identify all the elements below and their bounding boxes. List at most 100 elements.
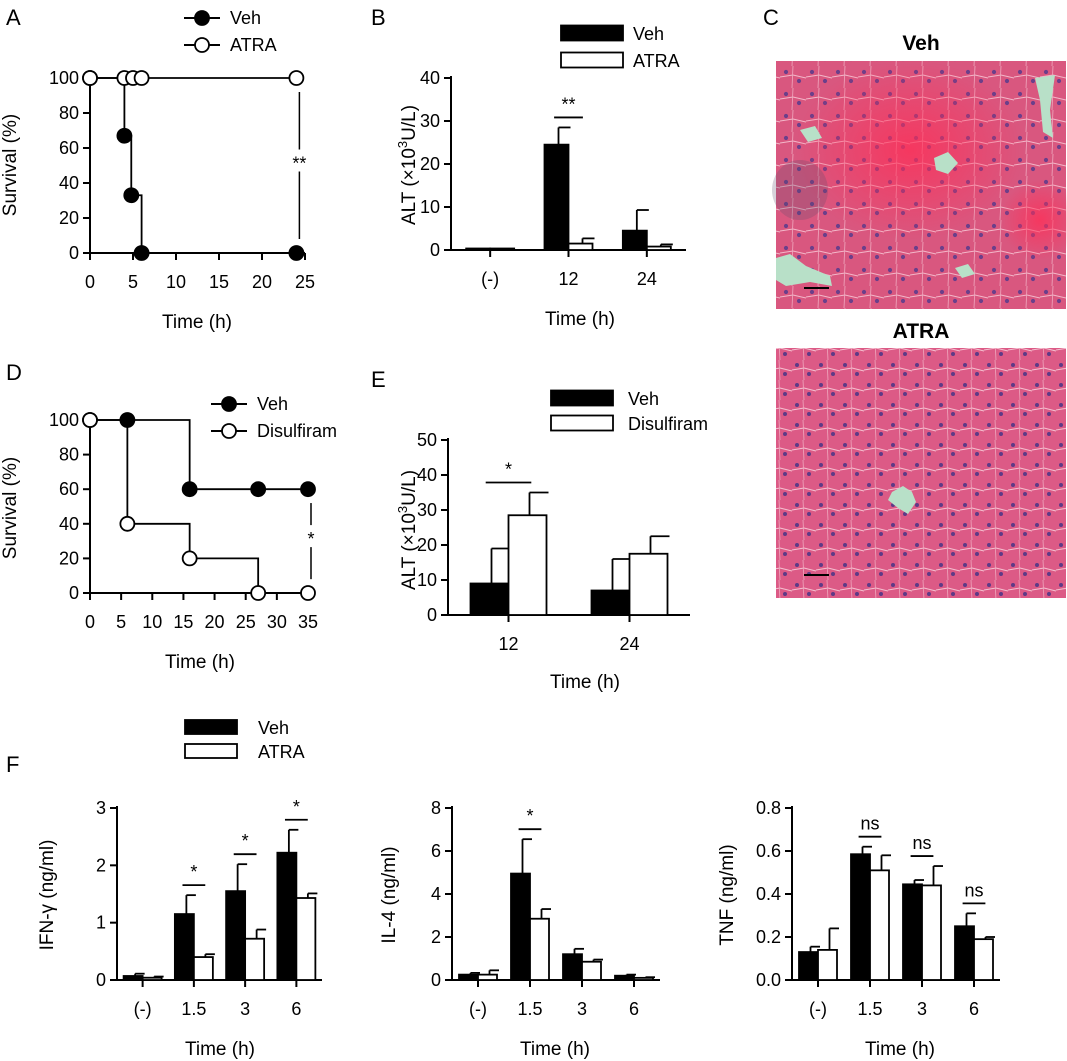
significance-label: * (293, 797, 300, 817)
y-tick-label: 4 (431, 884, 441, 904)
micrograph-atra-vessel (888, 486, 916, 514)
x-tick-label: (-) (481, 269, 499, 289)
x-tick-label: 25 (295, 272, 315, 292)
significance-label: * (307, 529, 314, 549)
x-tick-label: 0 (85, 612, 95, 632)
bar-atra (489, 247, 516, 251)
y-tick-label: 40 (59, 173, 79, 193)
y-tick-label: 20 (59, 548, 79, 568)
survival-line-veh (90, 419, 308, 491)
legend-label: ATRA (230, 35, 277, 55)
x-axis-title: Time (h) (185, 1039, 255, 1060)
y-tick-label: 0.2 (756, 927, 781, 947)
micrograph-veh-vessel (955, 264, 975, 278)
y-tick-label: 0 (69, 243, 79, 263)
y-tick-label: 100 (49, 410, 79, 430)
bar-atra (633, 976, 654, 981)
bar-atra (295, 897, 317, 981)
survival-point-veh (123, 187, 140, 204)
survival-point-veh (116, 127, 133, 144)
bar-atra (869, 869, 890, 981)
panel-label-d: D (6, 360, 22, 385)
y-axis-title: TNF (ng/ml) (717, 844, 738, 945)
survival-point-veh (250, 481, 267, 498)
survival-point-disulfiram (181, 550, 198, 567)
y-tick-label: 0 (430, 240, 440, 260)
panel-label-f: F (6, 752, 19, 777)
legend-label: Veh (257, 394, 288, 414)
micrograph-veh-title: Veh (902, 32, 939, 55)
x-tick-label: 1.5 (181, 999, 206, 1019)
chart-f-il-4: 0 2 4 6 8 IL-4 (ng/ml) Time (h) (-) 1.5 3 6 * (379, 798, 660, 1060)
bar-veh (469, 582, 510, 616)
survival-line-disulfiram (90, 419, 260, 593)
significance-label: * (505, 460, 512, 480)
bar-atra (817, 949, 838, 981)
bar-veh (173, 913, 195, 981)
significance-label: * (526, 806, 533, 826)
x-axis-title: Time (h) (165, 652, 235, 673)
significance-label: ns (860, 814, 879, 834)
x-tick-label: 5 (128, 272, 138, 292)
bar-veh (465, 247, 492, 251)
x-tick-label: (-) (134, 999, 152, 1019)
legend-label: Disulfiram (628, 414, 708, 434)
panel-label-e: E (371, 367, 386, 392)
legend-label: Veh (628, 389, 659, 409)
y-axis-title: ALT (×103U/L) (395, 470, 420, 590)
x-tick-label: 15 (173, 612, 193, 632)
x-tick-label: 12 (558, 269, 578, 289)
bar-atra (921, 884, 942, 981)
survival-point-veh (300, 481, 316, 498)
y-axis-title: ALT (×103U/L) (395, 105, 420, 225)
x-tick-label: 24 (619, 634, 639, 654)
significance-label: ns (912, 833, 931, 853)
y-tick-label: 80 (59, 445, 79, 465)
legend-label: Veh (230, 8, 261, 28)
y-tick-label: 20 (59, 208, 79, 228)
y-axis-title: IL-4 (ng/ml) (379, 846, 400, 943)
y-tick-label: 60 (59, 138, 79, 158)
x-tick-label: 1.5 (517, 999, 542, 1019)
x-tick-label: 0 (85, 272, 95, 292)
bar-veh (276, 851, 298, 981)
y-tick-label: 0.4 (756, 884, 781, 904)
x-tick-label: 3 (577, 999, 587, 1019)
bar-veh (614, 974, 635, 981)
x-tick-label: 15 (209, 272, 229, 292)
y-tick-label: 0 (431, 970, 441, 990)
x-tick-label: (-) (469, 999, 487, 1019)
bar-atra (529, 917, 550, 981)
micrograph-veh-hemorrhage-2 (1000, 180, 1067, 260)
x-tick-label: 10 (142, 612, 162, 632)
survival-point-veh (181, 481, 198, 498)
micrograph-veh-vessel (800, 126, 822, 142)
panel-label-c: C (763, 5, 779, 30)
x-tick-label: (-) (809, 999, 827, 1019)
x-tick-label: 20 (252, 272, 272, 292)
panel-label-a: A (6, 5, 21, 30)
bar-veh (543, 143, 570, 251)
survival-point-veh (133, 245, 150, 261)
x-tick-label: 25 (236, 612, 256, 632)
y-tick-label: 0.8 (756, 798, 781, 818)
legend-swatch (550, 389, 614, 407)
y-axis-title: Survival (%) (0, 457, 21, 559)
y-axis-title: Survival (%) (0, 114, 21, 216)
x-tick-label: 6 (969, 999, 979, 1019)
x-tick-label: 20 (205, 612, 225, 632)
bar-atra (477, 973, 498, 981)
y-tick-label: 0.6 (756, 841, 781, 861)
y-tick-label: 0 (427, 605, 437, 625)
legend-label: Veh (258, 718, 289, 738)
y-tick-label: 10 (417, 570, 437, 590)
survival-point-disulfiram (250, 585, 267, 601)
y-tick-label: 1 (96, 913, 106, 933)
micrograph-veh: Veh (772, 32, 1067, 309)
legend-marker (221, 396, 237, 412)
y-tick-label: 2 (96, 855, 106, 875)
micrograph-veh-shadow (772, 160, 828, 220)
bar-veh (562, 953, 583, 981)
x-tick-label: 3 (240, 999, 250, 1019)
